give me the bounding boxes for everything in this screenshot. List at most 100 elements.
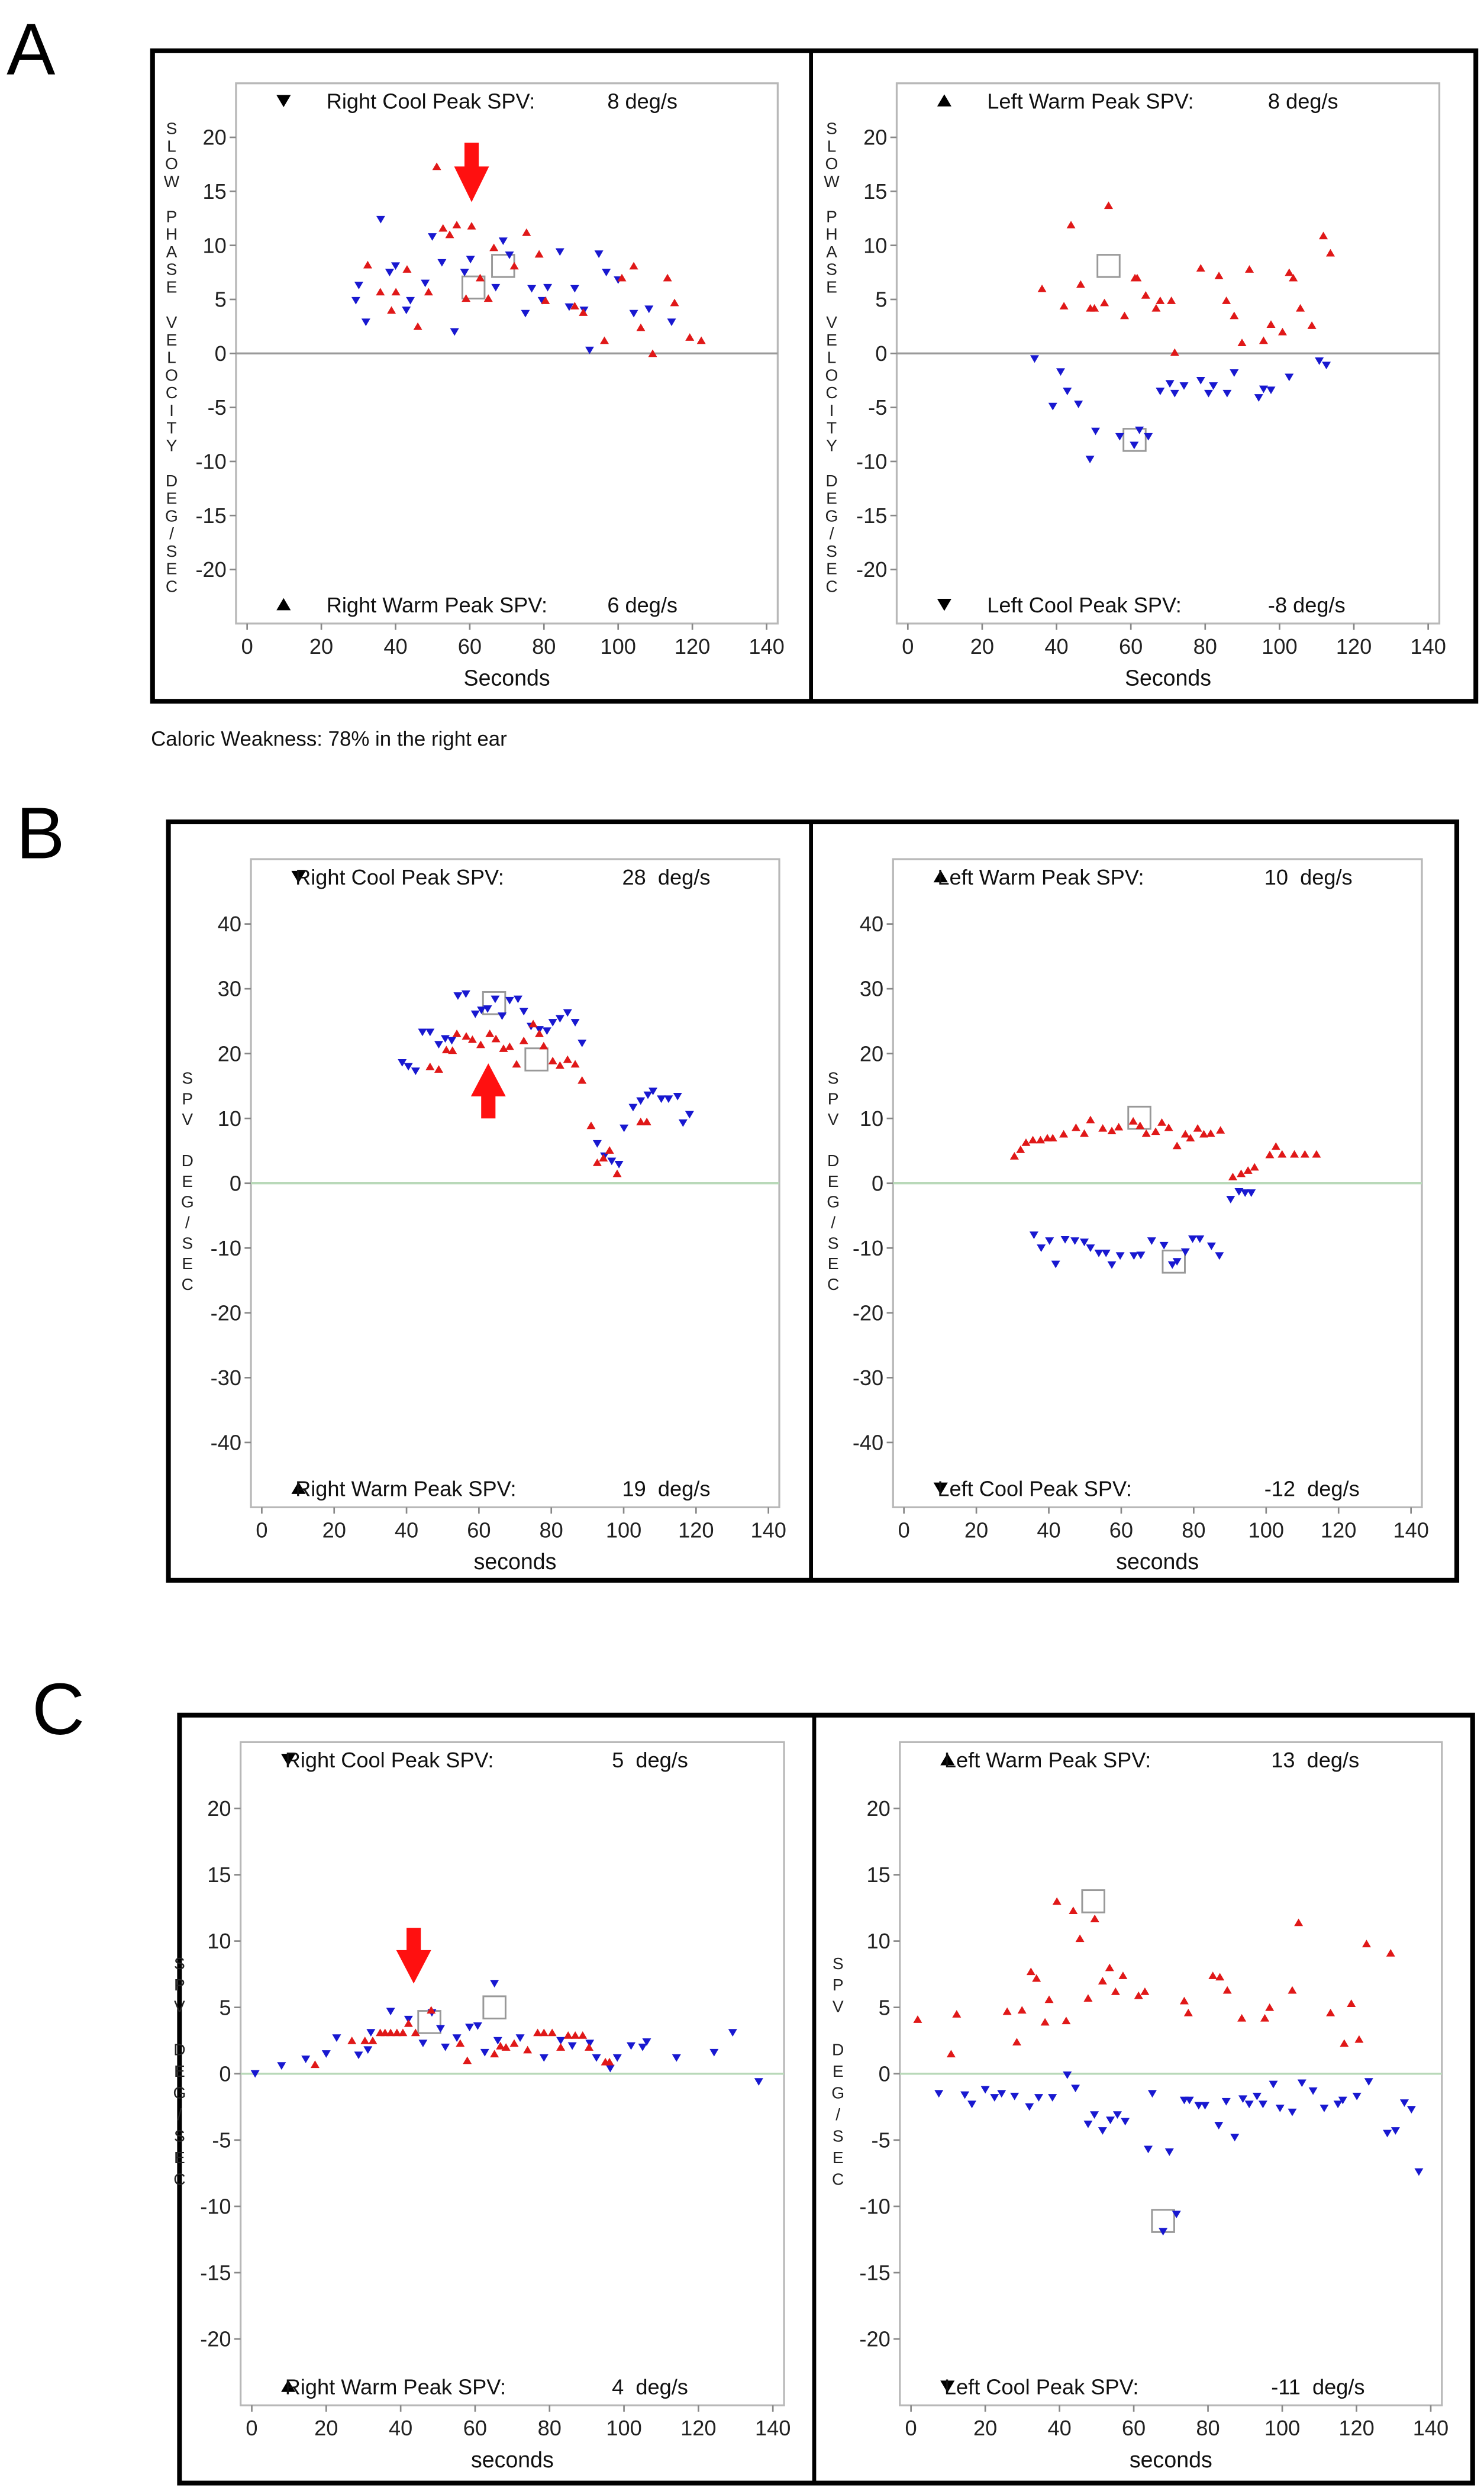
data-point [636,1097,646,1105]
data-point [1151,1127,1160,1135]
y-tick-label: -15 [856,504,887,528]
data-point [1048,2094,1057,2102]
data-point [351,296,360,305]
data-point [960,2091,970,2099]
peak-highlight-box [461,275,486,300]
data-point [528,1019,538,1028]
data-point [398,2028,408,2037]
data-point [1214,2122,1224,2129]
data-point [428,233,437,241]
data-point [1180,1130,1190,1138]
data-point [1222,1986,1232,1994]
data-point [1098,2127,1107,2135]
data-point [491,995,500,1004]
chart-a-left-ear: 0 20 40 60 80 100 120 140 20 15 10 5 0 -5 -10 -15 -20 Sec… [824,82,1446,690]
y-tick-label: 0 [875,341,887,366]
data-point [483,1005,492,1013]
data-point [473,2022,482,2030]
data-point [578,1040,587,1047]
data-point [452,221,462,229]
data-point [1051,1260,1060,1269]
data-point [1135,426,1144,434]
chart-c-left-ear: 0 20 40 60 80 100 120 140 20 15 10 5 0 -5 -10 -15 -20 sec… [831,1741,1448,2472]
data-point [1237,1169,1246,1177]
data-point [1059,302,1069,309]
y-tick-label: 5 [879,1995,891,2019]
data-point [464,2024,475,2032]
data-point [424,288,433,296]
data-point [592,1140,602,1148]
data-point [277,2062,286,2070]
data-point [512,1060,521,1068]
data-point [1063,388,1072,395]
data-point [1035,1135,1045,1144]
data-point [1159,1241,1169,1250]
data-point [1165,380,1175,388]
x-tick-label: 140 [749,634,784,659]
series-warm [913,1897,1395,2058]
legend-value: 13 deg/s [1271,1748,1359,1772]
y-tick-label: -30 [211,1366,241,1390]
data-point [1052,1897,1062,1905]
y-tick-label: 10 [203,233,227,257]
data-point [1215,1973,1225,1981]
x-tick-label: 120 [680,2416,716,2440]
legend-value: 8 deg/s [607,89,678,114]
x-tick-label: 80 [538,2416,562,2440]
data-point [592,1158,602,1166]
data-point [1265,1150,1275,1159]
legend-label: Right Cool Peak SPV: [327,89,535,114]
data-point [541,296,550,304]
x-tick-label: 80 [1196,2416,1220,2440]
data-point [620,1124,629,1132]
triangle-down-icon [291,870,306,883]
x-axis-label: Seconds [1125,665,1211,690]
data-point [418,1028,427,1037]
data-point [301,2056,311,2063]
peak-highlight-box [524,1047,549,1072]
x-tick-label: 20 [970,634,994,659]
data-point [1196,376,1205,385]
data-point [638,2043,647,2051]
y-tick-label: -20 [859,2327,890,2351]
data-point [1240,1189,1250,1197]
data-point [614,1160,624,1169]
y-tick-label: -10 [195,450,226,474]
y-tick-label: -15 [195,504,226,528]
data-point [1017,2006,1027,2014]
data-point [696,336,706,344]
data-point [579,308,588,316]
data-point [1090,2111,1099,2119]
data-point [1002,2007,1012,2015]
data-point [627,2042,636,2050]
data-point [435,2025,445,2033]
data-point [480,2048,489,2057]
legend-value: 10 deg/s [1264,865,1353,889]
data-point [522,228,531,236]
y-tick-label: -10 [200,2195,231,2219]
x-axis-label: seconds [474,1549,557,1574]
data-point [1063,2071,1072,2079]
data-point [1307,321,1317,329]
data-point [363,2046,373,2054]
data-point [567,2042,577,2050]
data-point [1037,1244,1046,1253]
y-tick-label: 20 [863,125,887,150]
data-point [460,269,469,277]
triangle-down-icon [276,95,291,108]
data-point [585,346,594,354]
y-tick-label: -20 [195,557,226,582]
data-point [1172,1141,1182,1150]
data-point [1322,362,1331,370]
data-point [1140,1987,1150,1995]
data-point [448,1046,457,1054]
data-point [1157,1118,1167,1126]
data-point [602,269,611,277]
data-point [1086,1244,1095,1253]
data-point [1364,2078,1373,2086]
data-point [354,282,363,290]
data-point [1032,1974,1041,1982]
data-point [491,1034,501,1043]
data-point [1098,1977,1107,1985]
